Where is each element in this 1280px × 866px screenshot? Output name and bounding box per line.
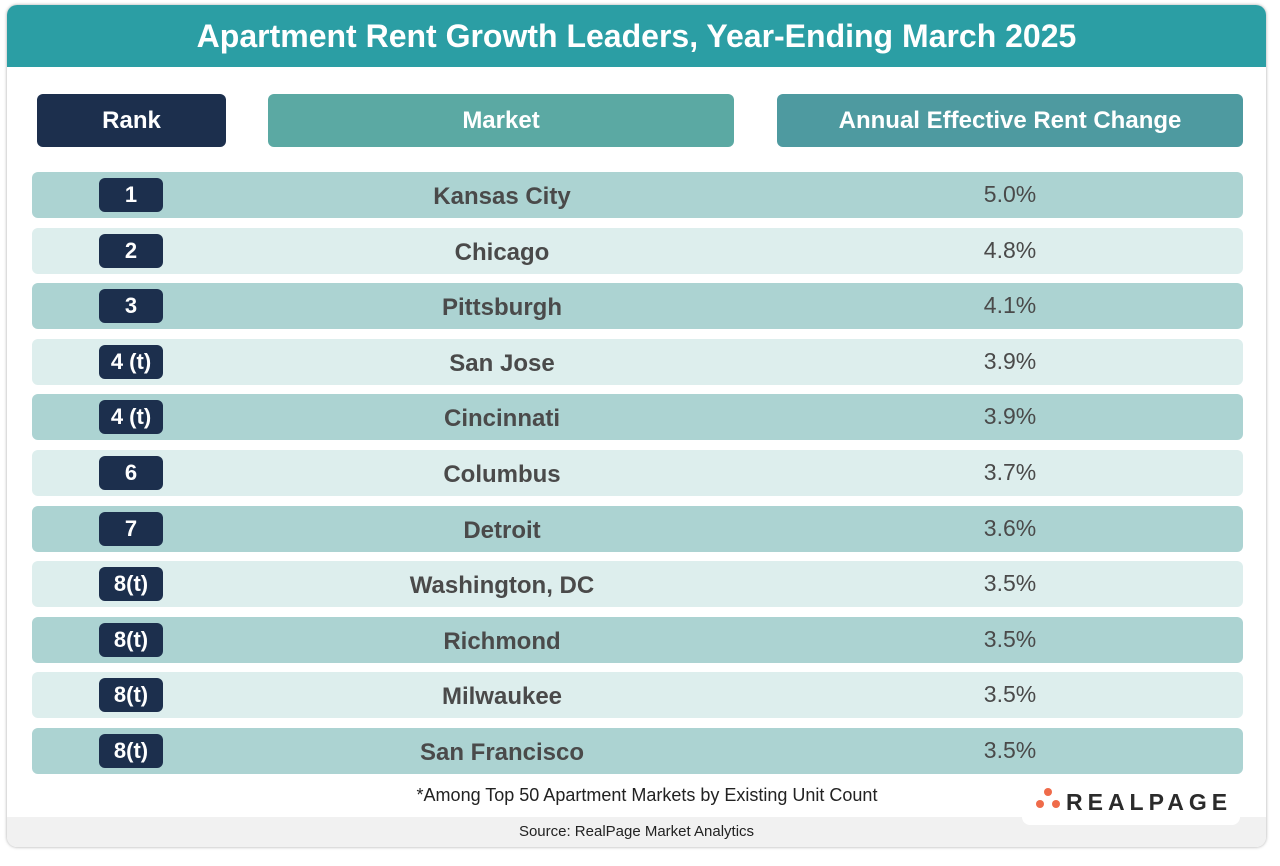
market-name: Detroit [463, 516, 541, 544]
rank-badge: 8(t) [99, 567, 163, 602]
table-row: 4 (t) Cincinnati 3.9% [32, 394, 1243, 441]
column-header-rank: Rank [37, 94, 226, 147]
rent-change-value: 4.1% [983, 292, 1037, 319]
table-row: 6 Columbus 3.7% [32, 450, 1243, 496]
logo-text: REALPAGE [1066, 789, 1233, 815]
rank-badge: 8(t) [99, 734, 163, 768]
market-name: San Francisco [419, 739, 585, 766]
rank-badge: 7 [99, 511, 163, 546]
infographic-card: Apartment Rent Growth Leaders, Year-Endi… [7, 5, 1266, 847]
rent-change-value: 3.9% [983, 403, 1037, 430]
rank-badge: 8(t) [99, 622, 163, 657]
table-row: 8(t) Richmond 3.5% [32, 616, 1243, 663]
market-name: Chicago [454, 238, 550, 266]
table-row: 7 Detroit 3.6% [32, 505, 1243, 552]
market-name: Pittsburgh [442, 294, 562, 322]
rank-badge: 4 (t) [99, 400, 163, 435]
table-row: 2 Chicago 4.8% [32, 227, 1243, 274]
page-title: Apartment Rent Growth Leaders, Year-Endi… [7, 5, 1266, 67]
column-header-change: Annual Effective Rent Change [777, 94, 1243, 147]
table-row: 1 Kansas City 5.0% [32, 172, 1243, 218]
market-name: San Jose [449, 349, 555, 377]
market-name: Columbus [443, 461, 561, 488]
realpage-logo: REALPAGE [1022, 781, 1240, 825]
table-row: 3 Pittsburgh 4.1% [32, 283, 1243, 330]
rent-change-value: 3.5% [983, 625, 1037, 652]
table-row: 8(t) Washington, DC 3.5% [32, 561, 1243, 608]
market-name: Richmond [443, 627, 561, 655]
footnote: *Among Top 50 Apartment Markets by Exist… [416, 785, 878, 805]
rank-badge: 3 [99, 289, 163, 324]
table-row: 8(t) San Francisco 3.5% [32, 728, 1243, 774]
rent-change-value: 5.0% [983, 181, 1037, 207]
market-name: Kansas City [433, 183, 571, 210]
rent-change-value: 3.9% [983, 347, 1037, 374]
rank-badge: 2 [99, 233, 163, 268]
source-text: Source: RealPage Market Analytics [518, 823, 755, 840]
rent-change-value: 3.7% [983, 459, 1037, 485]
logo-dot [1044, 788, 1052, 796]
market-name: Cincinnati [443, 405, 560, 433]
rank-badge: 4 (t) [99, 344, 163, 379]
logo-dot [1036, 800, 1044, 808]
market-name: Washington, DC [409, 572, 595, 600]
table-row: 8(t) Milwaukee 3.5% [32, 672, 1243, 719]
rank-badge: 6 [99, 456, 163, 490]
rent-change-value: 3.5% [983, 570, 1037, 597]
rank-badge: 8(t) [99, 678, 163, 713]
column-header-market: Market [268, 94, 734, 147]
rent-change-value: 3.5% [983, 737, 1037, 763]
rent-change-value: 4.8% [983, 236, 1037, 263]
market-name: Milwaukee [441, 683, 563, 711]
rank-badge: 1 [99, 178, 163, 212]
rent-change-value: 3.6% [983, 514, 1037, 541]
table-row: 4 (t) San Jose 3.9% [32, 338, 1243, 385]
logo-dot [1052, 800, 1060, 808]
rent-change-value: 3.5% [983, 681, 1037, 708]
